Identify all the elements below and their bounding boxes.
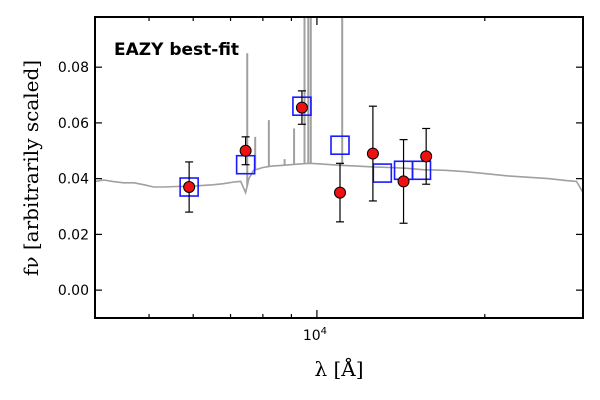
observed-point <box>366 147 379 160</box>
axis-ticks: 0.00 0.02 0.04 0.06 0.08 104 <box>58 17 584 344</box>
observed-point <box>295 101 308 114</box>
best-fit-sed <box>95 17 583 196</box>
observed-point <box>420 150 433 163</box>
observed-point <box>397 175 410 188</box>
model-box <box>411 160 432 181</box>
observed-point <box>239 144 252 157</box>
x-axis-label: λ [Å] <box>314 356 363 381</box>
observed-point <box>334 186 347 199</box>
plot-frame <box>94 16 584 319</box>
observed-photometry-series <box>183 90 433 224</box>
y-tick-label: 0.04 <box>58 172 89 188</box>
y-tick-label: 0.02 <box>58 227 89 243</box>
x-tick-label: 104 <box>303 326 327 344</box>
observed-point <box>183 181 196 194</box>
y-tick-label: 0.08 <box>58 60 89 76</box>
y-tick-label: 0.06 <box>58 116 89 132</box>
model-box <box>330 135 350 156</box>
y-tick-label: 0.00 <box>58 283 89 299</box>
sed-continuum-line <box>95 162 583 196</box>
annotation-eazy-best-fit: EAZY best-fit <box>114 40 239 60</box>
y-axis-label: fν [arbitrarily scaled] <box>19 60 43 276</box>
